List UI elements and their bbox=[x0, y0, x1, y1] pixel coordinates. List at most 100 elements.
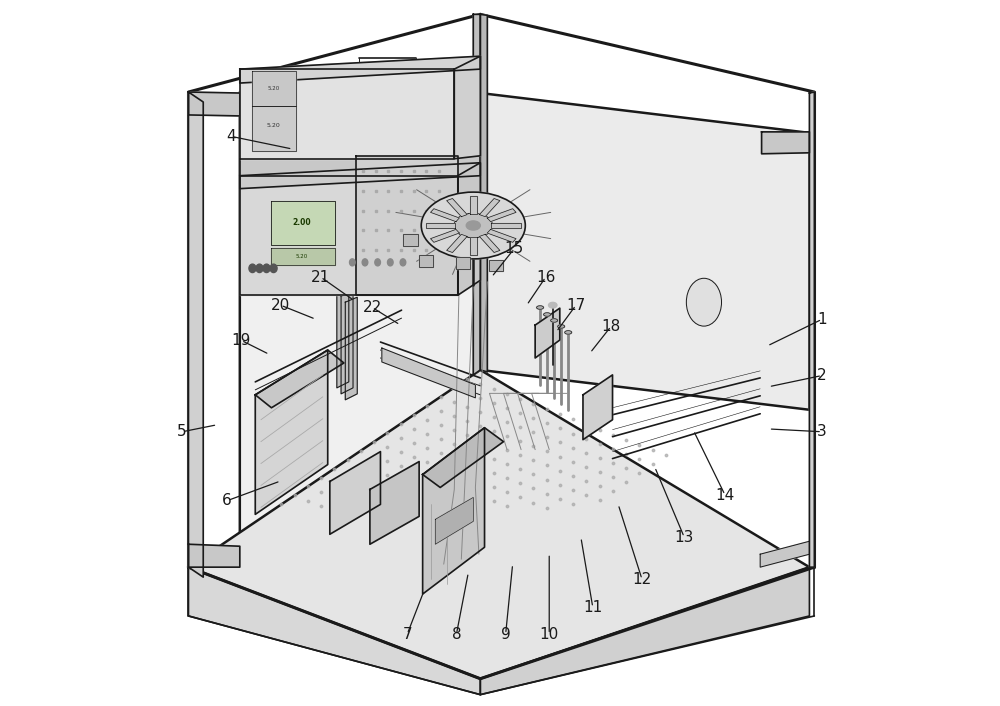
Polygon shape bbox=[370, 462, 419, 544]
Polygon shape bbox=[583, 375, 613, 440]
Polygon shape bbox=[435, 498, 473, 544]
Text: 10: 10 bbox=[540, 627, 559, 642]
Text: 16: 16 bbox=[536, 270, 555, 285]
Polygon shape bbox=[473, 14, 480, 375]
Polygon shape bbox=[480, 93, 809, 409]
Polygon shape bbox=[487, 229, 516, 242]
Bar bbox=[456, 257, 470, 268]
Polygon shape bbox=[470, 196, 477, 214]
Text: 2: 2 bbox=[817, 368, 827, 383]
Text: 6: 6 bbox=[222, 493, 232, 508]
Polygon shape bbox=[423, 428, 504, 487]
Text: 14: 14 bbox=[715, 488, 735, 503]
Bar bbox=[403, 234, 418, 246]
Polygon shape bbox=[188, 567, 480, 695]
Text: 21: 21 bbox=[311, 270, 330, 285]
Ellipse shape bbox=[400, 259, 406, 266]
Polygon shape bbox=[760, 542, 809, 567]
Polygon shape bbox=[431, 229, 459, 242]
Polygon shape bbox=[337, 285, 349, 388]
Polygon shape bbox=[454, 56, 480, 159]
Ellipse shape bbox=[686, 278, 722, 326]
Polygon shape bbox=[341, 292, 353, 394]
Text: 7: 7 bbox=[402, 627, 412, 642]
Polygon shape bbox=[480, 14, 487, 372]
Polygon shape bbox=[188, 92, 240, 116]
Ellipse shape bbox=[350, 259, 355, 266]
Text: 13: 13 bbox=[675, 530, 694, 545]
Polygon shape bbox=[356, 156, 458, 295]
Polygon shape bbox=[762, 132, 809, 154]
Text: 5.20: 5.20 bbox=[267, 85, 280, 90]
Polygon shape bbox=[458, 163, 480, 295]
Ellipse shape bbox=[362, 259, 368, 266]
Polygon shape bbox=[382, 348, 475, 397]
Text: 9: 9 bbox=[501, 627, 511, 642]
Text: 1: 1 bbox=[817, 312, 827, 327]
Ellipse shape bbox=[375, 259, 380, 266]
Polygon shape bbox=[470, 237, 477, 256]
Polygon shape bbox=[255, 350, 328, 515]
Bar bbox=[403, 234, 418, 246]
Ellipse shape bbox=[256, 264, 263, 273]
Text: 4: 4 bbox=[227, 129, 236, 144]
Polygon shape bbox=[423, 428, 485, 594]
Ellipse shape bbox=[558, 325, 565, 328]
Text: 5.20: 5.20 bbox=[267, 124, 280, 128]
Text: 19: 19 bbox=[232, 333, 251, 348]
Text: 2.00: 2.00 bbox=[292, 218, 311, 227]
Text: 5: 5 bbox=[177, 424, 187, 439]
Polygon shape bbox=[479, 198, 500, 217]
Polygon shape bbox=[240, 163, 480, 189]
Ellipse shape bbox=[551, 318, 558, 322]
Ellipse shape bbox=[454, 213, 493, 238]
Polygon shape bbox=[491, 223, 521, 227]
Text: 5.20: 5.20 bbox=[296, 254, 308, 259]
Ellipse shape bbox=[387, 259, 393, 266]
Polygon shape bbox=[480, 567, 809, 695]
Polygon shape bbox=[809, 92, 814, 567]
Polygon shape bbox=[345, 297, 357, 400]
Polygon shape bbox=[240, 156, 480, 176]
Polygon shape bbox=[426, 223, 455, 227]
Polygon shape bbox=[240, 176, 458, 295]
Polygon shape bbox=[487, 209, 516, 222]
Ellipse shape bbox=[263, 264, 270, 273]
Text: 18: 18 bbox=[601, 319, 621, 334]
Polygon shape bbox=[447, 234, 467, 253]
Ellipse shape bbox=[249, 264, 256, 273]
Polygon shape bbox=[240, 93, 480, 564]
Bar bbox=[489, 260, 503, 271]
Ellipse shape bbox=[270, 264, 277, 273]
Bar bbox=[456, 257, 470, 268]
Polygon shape bbox=[252, 106, 296, 151]
Polygon shape bbox=[240, 56, 480, 83]
Polygon shape bbox=[330, 452, 380, 534]
Polygon shape bbox=[188, 92, 203, 577]
Text: 8: 8 bbox=[452, 627, 461, 642]
Ellipse shape bbox=[549, 302, 557, 308]
Text: 3: 3 bbox=[817, 424, 827, 439]
Ellipse shape bbox=[565, 330, 572, 334]
Polygon shape bbox=[535, 309, 560, 358]
Polygon shape bbox=[240, 69, 454, 159]
Text: 22: 22 bbox=[362, 300, 382, 315]
Bar bbox=[419, 256, 433, 267]
Polygon shape bbox=[447, 198, 467, 217]
Text: 11: 11 bbox=[583, 600, 602, 615]
Text: 12: 12 bbox=[632, 572, 652, 587]
Text: 20: 20 bbox=[271, 298, 290, 313]
Polygon shape bbox=[252, 71, 296, 106]
Text: 15: 15 bbox=[504, 241, 524, 256]
Polygon shape bbox=[479, 234, 500, 253]
Bar bbox=[419, 256, 433, 267]
Ellipse shape bbox=[544, 313, 551, 316]
Polygon shape bbox=[431, 209, 459, 222]
Polygon shape bbox=[188, 544, 240, 567]
Polygon shape bbox=[271, 201, 335, 246]
Polygon shape bbox=[188, 370, 809, 678]
Text: 17: 17 bbox=[566, 298, 586, 313]
Bar bbox=[489, 260, 503, 271]
Polygon shape bbox=[271, 249, 335, 265]
Polygon shape bbox=[255, 350, 344, 408]
